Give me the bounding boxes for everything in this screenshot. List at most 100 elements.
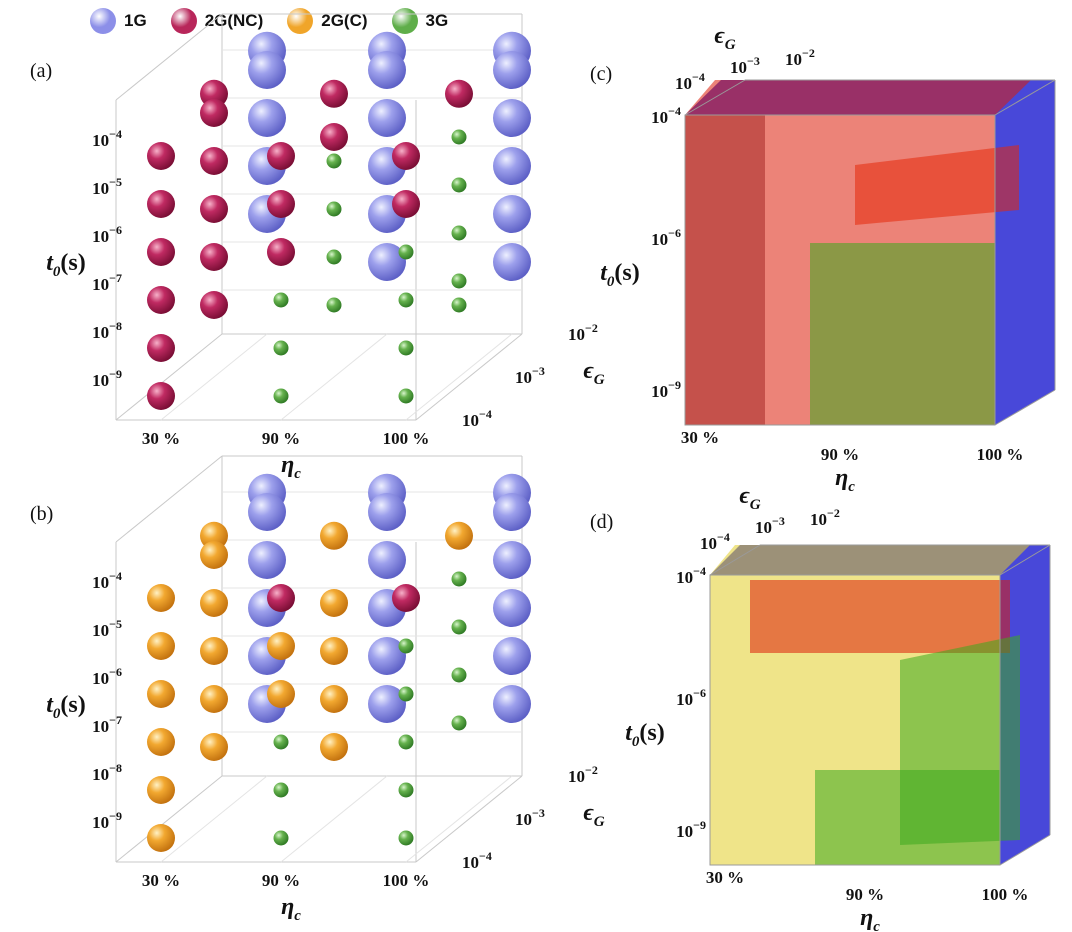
- point-2g-nc: [147, 334, 175, 362]
- y-tick-label: 10−6: [676, 686, 706, 709]
- box-edge: [994, 389, 1056, 426]
- y-tick-label: 10−6: [92, 665, 122, 688]
- box-edge: [684, 114, 996, 426]
- y-tick-label: 10−8: [92, 319, 122, 342]
- legend-item: 1G: [90, 8, 147, 34]
- y-tick-label: 10−7: [92, 713, 122, 736]
- point-2g-nc: [267, 584, 295, 612]
- y-tick-label: 10−9: [676, 818, 706, 841]
- point-1g: [493, 589, 531, 627]
- region-2g-nc-front: [685, 115, 765, 425]
- point-1g: [493, 493, 531, 531]
- legend: 1G 2G(NC) 2G(C) 3G: [90, 4, 462, 38]
- panel-label: (c): [590, 63, 612, 85]
- point-3g: [398, 782, 414, 798]
- point-1g: [493, 195, 531, 233]
- legend-swatch: [90, 8, 116, 34]
- point-3g: [451, 571, 467, 587]
- x-tick-label: 30 %: [706, 868, 744, 887]
- point-1g: [493, 147, 531, 185]
- legend-swatch: [391, 8, 418, 34]
- point-1g: [248, 541, 286, 579]
- y-tick-label: 10−5: [92, 175, 122, 198]
- y-tick-label: 10−9: [92, 367, 122, 390]
- point-2g-nc: [200, 99, 228, 127]
- z-tick-label: 10−4: [700, 530, 730, 553]
- y-tick-label: 10−7: [92, 271, 122, 294]
- point-1g: [368, 99, 406, 137]
- point-2g-nc: [200, 79, 228, 108]
- gridline: [160, 775, 268, 863]
- point-2g-nc: [200, 147, 228, 175]
- point-3g: [398, 292, 414, 308]
- x-axis-label: ηc: [835, 465, 855, 495]
- point-2g-nc: [267, 142, 295, 170]
- point-3g: [326, 201, 342, 217]
- point-2g-nc: [267, 238, 295, 266]
- z-tick-label: 10−2: [785, 46, 815, 69]
- point-2g-c: [147, 824, 175, 852]
- point-1g: [248, 493, 286, 531]
- point-3g: [451, 715, 467, 731]
- x-tick-label: 30 %: [681, 428, 719, 447]
- point-2g-c: [200, 589, 228, 617]
- z-tick-label: 10−4: [462, 849, 492, 872]
- point-1g: [248, 51, 286, 89]
- y-tick-label: 10−4: [92, 569, 122, 592]
- y-tick-label: 10−4: [676, 564, 706, 587]
- point-2g-nc: [147, 142, 175, 170]
- box-edge: [709, 544, 761, 576]
- point-1g: [368, 685, 406, 723]
- point-2g-nc: [147, 286, 175, 314]
- point-1g: [493, 51, 531, 89]
- point-3g: [451, 177, 467, 193]
- legend-item: 2G(C): [287, 8, 368, 34]
- z-tick-label: 10−2: [568, 763, 598, 786]
- point-2g-nc: [320, 79, 348, 108]
- x-axis-label: ηc: [281, 452, 301, 482]
- y-tick-label: 10−4: [651, 104, 681, 127]
- z-axis-label: ϵG: [714, 23, 735, 53]
- box-edge: [415, 333, 523, 421]
- point-3g: [273, 734, 289, 750]
- point-3g: [398, 340, 414, 356]
- point-3g: [326, 249, 342, 265]
- point-2g-c: [320, 685, 348, 713]
- region-3g: [810, 243, 995, 425]
- z-tick-label: 10−3: [755, 514, 785, 537]
- x-tick-label: 100 %: [383, 871, 430, 890]
- point-2g-nc: [392, 584, 420, 612]
- panel-label: (d): [590, 511, 613, 533]
- y-tick-label: 10−9: [92, 809, 122, 832]
- point-2g-c: [200, 541, 228, 569]
- x-tick-label: 90 %: [846, 885, 884, 904]
- legend-label: 1G: [124, 11, 147, 30]
- x-tick-label: 100 %: [982, 885, 1029, 904]
- x-tick-label: 100 %: [977, 445, 1024, 464]
- region-2g-nc: [750, 580, 1010, 653]
- point-3g: [398, 830, 414, 846]
- gridline: [280, 333, 388, 421]
- point-3g: [273, 292, 289, 308]
- point-2g-c: [267, 680, 295, 708]
- y-tick-label: 10−8: [92, 761, 122, 784]
- x-tick-label: 30 %: [142, 429, 180, 448]
- point-3g: [273, 340, 289, 356]
- point-2g-c: [200, 637, 228, 665]
- point-3g: [273, 782, 289, 798]
- legend-label: 2G(C): [321, 11, 368, 30]
- y-tick-label: 10−6: [651, 226, 681, 249]
- y-tick-label: 10−4: [92, 127, 122, 150]
- point-1g: [493, 243, 531, 281]
- point-2g-nc: [200, 291, 228, 319]
- x-axis-label: ηc: [860, 905, 880, 932]
- point-2g-c: [200, 685, 228, 713]
- point-1g: [368, 51, 406, 89]
- y-axis-label: t0(s): [625, 720, 665, 750]
- box-edge: [115, 455, 223, 543]
- box-edge: [115, 13, 223, 101]
- point-3g: [326, 297, 342, 313]
- point-2g-c: [147, 632, 175, 660]
- point-1g: [368, 541, 406, 579]
- legend-label: 3G: [425, 11, 449, 30]
